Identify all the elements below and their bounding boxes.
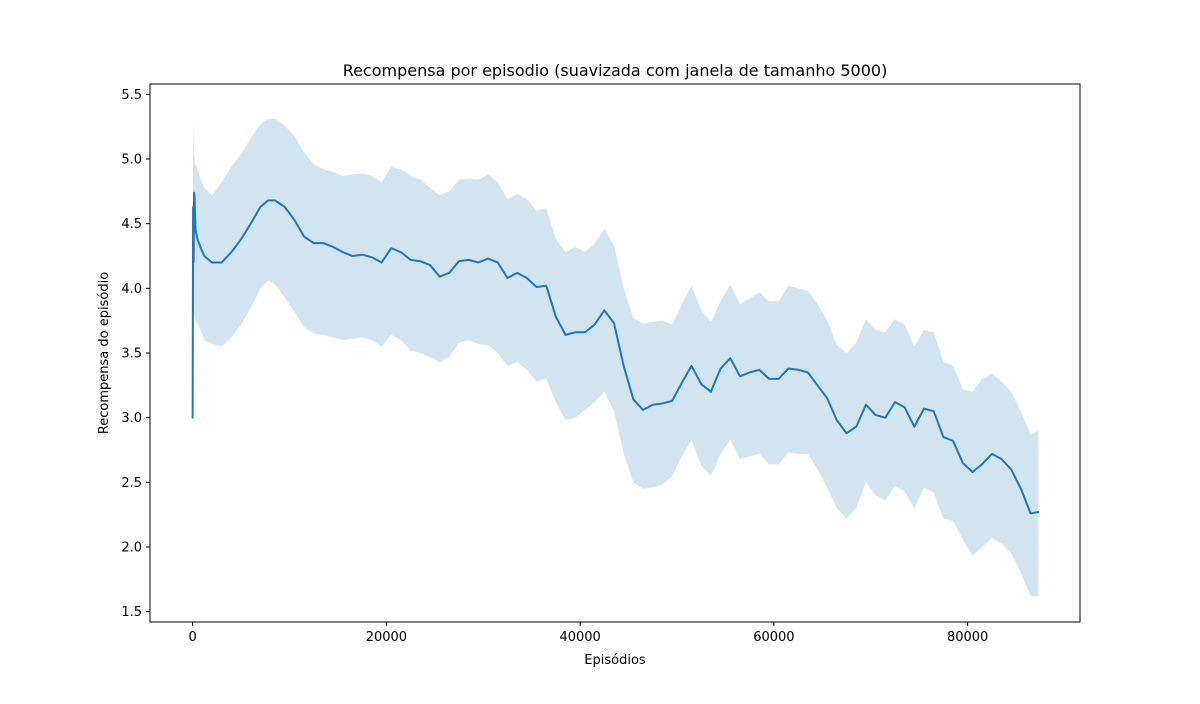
x-tick-label: 20000 — [366, 630, 407, 645]
y-tick-label: 4.5 — [121, 217, 142, 232]
x-axis: 0 20000 40000 60000 80000 — [188, 622, 988, 645]
y-tick-label: 1.5 — [121, 605, 142, 620]
reward-smoothed-line — [191, 191, 1040, 515]
x-axis-label: Episódios — [584, 653, 646, 668]
x-tick-label: 60000 — [753, 630, 794, 645]
x-tick-label: 80000 — [947, 630, 988, 645]
x-tick-label: 0 — [188, 630, 196, 645]
y-tick-label: 5.0 — [121, 153, 142, 168]
y-tick-label: 2.0 — [121, 540, 142, 555]
y-axis-label: Recompensa do episódio — [97, 272, 112, 434]
y-tick-label: 3.0 — [121, 411, 142, 426]
x-tick-label: 40000 — [559, 630, 600, 645]
chart-title: Recompensa por episodio (suavizada com j… — [343, 61, 888, 80]
y-tick-label: 4.0 — [121, 282, 142, 297]
reward-std-band — [192, 118, 1039, 597]
y-tick-label: 3.5 — [121, 347, 142, 362]
y-tick-label: 2.5 — [121, 476, 142, 491]
y-tick-label: 5.5 — [121, 88, 142, 103]
plot-area — [191, 118, 1040, 597]
y-axis: 1.5 2.0 2.5 3.0 3.5 4.0 4.5 5.0 5.5 — [121, 88, 150, 620]
